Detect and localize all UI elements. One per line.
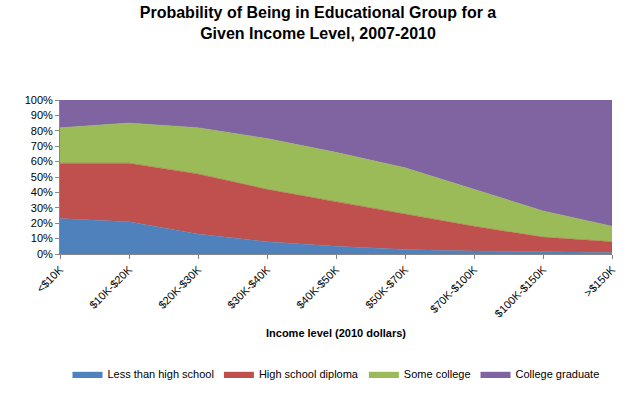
svg-text:70%: 70% xyxy=(31,140,53,152)
svg-text:$100K-$150K: $100K-$150K xyxy=(492,263,549,320)
svg-text:High school diploma: High school diploma xyxy=(259,368,359,380)
svg-text:$30K-$40K: $30K-$40K xyxy=(225,263,273,311)
svg-text:20%: 20% xyxy=(31,217,53,229)
svg-text:90%: 90% xyxy=(31,109,53,121)
svg-text:Some college: Some college xyxy=(404,368,471,380)
svg-text:$10K-$20K: $10K-$20K xyxy=(87,263,135,311)
svg-text:College graduate: College graduate xyxy=(516,368,600,380)
svg-text:Less than high school: Less than high school xyxy=(108,368,214,380)
svg-text:$20K-$30K: $20K-$30K xyxy=(156,263,204,311)
svg-text:80%: 80% xyxy=(31,125,53,137)
svg-text:60%: 60% xyxy=(31,155,53,167)
svg-text:<$10K: <$10K xyxy=(34,263,66,295)
svg-text:>$150K: >$150K xyxy=(582,263,618,299)
svg-text:40%: 40% xyxy=(31,186,53,198)
svg-text:30%: 30% xyxy=(31,202,53,214)
svg-text:$50K-$70K: $50K-$70K xyxy=(363,263,411,311)
svg-text:100%: 100% xyxy=(25,94,53,106)
svg-text:0%: 0% xyxy=(37,248,53,260)
svg-text:$70K-$100K: $70K-$100K xyxy=(428,263,480,315)
svg-text:10%: 10% xyxy=(31,232,53,244)
svg-text:Income level (2010 dollars): Income level (2010 dollars) xyxy=(266,327,406,339)
svg-text:$40K-$50K: $40K-$50K xyxy=(294,263,342,311)
svg-text:50%: 50% xyxy=(31,171,53,183)
svg-text:Probability of Being in Educat: Probability of Being in Educational Grou… xyxy=(140,4,497,42)
